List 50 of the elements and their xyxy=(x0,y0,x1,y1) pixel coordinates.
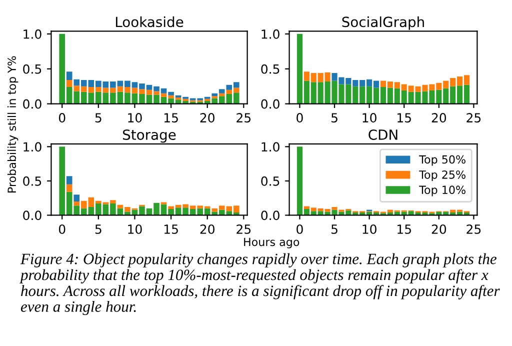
x-tick-label: 20 xyxy=(432,224,446,234)
x-tick-label: 25 xyxy=(466,224,481,234)
bar xyxy=(74,194,80,202)
x-tick-label: 0 xyxy=(58,224,66,234)
chart-title: Storage xyxy=(122,129,176,143)
bar xyxy=(66,184,72,192)
caption: Figure 4: Object popularity changes rapidly over time. Each graph plots the probability that the top 10%-most-requested objects remain popular after x hours. Across all workloads, there is a significant drop off in popularity after even a single hour. xyxy=(20,253,500,316)
x-tick-label: 10 xyxy=(362,113,376,123)
x-tick-label: 0 xyxy=(296,224,303,234)
x-tick-label: 5 xyxy=(332,113,338,123)
y-tick-label: 0.5 xyxy=(261,176,280,186)
x-tick-label: 20 xyxy=(200,113,214,123)
y-tick-label: 0.0 xyxy=(261,99,280,109)
y-tick-label: 1.0 xyxy=(24,142,42,152)
x-tick-label: 15 xyxy=(164,224,178,234)
y-tick-label: 0.0 xyxy=(261,210,280,220)
chart-title: SocialGraph xyxy=(342,16,424,30)
legend-label: Top 10% xyxy=(419,186,466,196)
chart-title: Lookaside xyxy=(116,16,184,28)
x-tick-label: 10 xyxy=(128,224,142,234)
x-tick-label: 0 xyxy=(58,113,66,123)
x-tick-label: 20 xyxy=(200,224,214,234)
y-tick-label: 0.5 xyxy=(23,64,42,74)
y-tick-label: 1.0 xyxy=(262,29,280,39)
y-tick-label: 1.0 xyxy=(24,29,42,39)
y-axis-title: Probability still in top Y% xyxy=(7,56,18,192)
x-tick-label: 5 xyxy=(95,113,102,123)
legend-label: Top 25% xyxy=(419,170,466,181)
x-tick-label: 5 xyxy=(332,224,338,234)
y-tick-label: 1.0 xyxy=(262,142,280,152)
chart-title: CDN xyxy=(368,129,398,140)
bar xyxy=(212,93,218,96)
y-tick-label: 0.0 xyxy=(23,99,42,109)
x-tick-label: 25 xyxy=(466,113,481,123)
x-tick-label: 5 xyxy=(95,224,102,234)
x-tick-label: 15 xyxy=(398,224,411,234)
x-tick-label: 10 xyxy=(362,224,376,234)
x-tick-label: 0 xyxy=(296,113,303,123)
x-tick-label: 20 xyxy=(432,113,446,123)
y-tick-label: 0.5 xyxy=(23,176,42,186)
y-tick-label: 0.0 xyxy=(23,210,42,220)
bar xyxy=(66,176,72,184)
x-tick-label: 15 xyxy=(398,113,411,123)
x-tick-label: 25 xyxy=(236,113,251,123)
x-axis-title: Hours ago xyxy=(244,238,300,248)
legend-label: Top 50% xyxy=(419,155,466,166)
y-tick-label: 0.5 xyxy=(261,64,280,74)
x-tick-label: 10 xyxy=(128,113,142,123)
x-tick-label: 15 xyxy=(164,113,178,123)
x-tick-label: 25 xyxy=(236,224,251,234)
